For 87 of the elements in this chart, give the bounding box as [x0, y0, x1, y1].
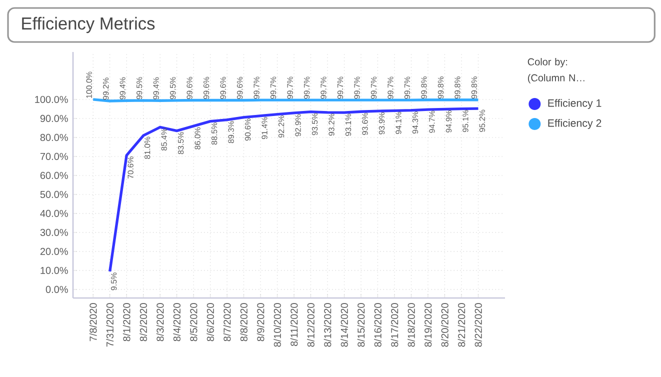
x-tick-label: 8/18/2020	[408, 303, 415, 347]
data-label: 88.5%	[211, 122, 218, 145]
data-label: 99.6%	[203, 76, 210, 99]
data-label: 99.8%	[471, 76, 478, 99]
x-tick-label: 8/20/2020	[441, 303, 448, 347]
x-tick-label: 8/6/2020	[206, 303, 214, 342]
data-label: 70.6%	[128, 156, 134, 179]
data-label: 99.7%	[354, 76, 360, 99]
data-label: 99.8%	[421, 76, 427, 99]
x-tick-label: 8/5/2020	[190, 303, 198, 342]
x-tick-label: 8/2/2020	[140, 303, 148, 342]
y-tick-label: 20.0%	[40, 248, 68, 255]
data-label: 95.1%	[462, 110, 468, 132]
data-label: 99.8%	[438, 76, 444, 99]
x-tick-label: 8/17/2020	[390, 303, 398, 347]
x-tick-label: 8/12/2020	[307, 303, 314, 347]
y-tick-label: 90.0%	[40, 114, 68, 122]
data-label: 99.4%	[120, 77, 126, 100]
x-tick-label: 8/13/2020	[324, 303, 332, 347]
x-tick-label: 8/4/2020	[173, 303, 180, 342]
x-tick-label: 8/22/2020	[474, 303, 482, 347]
data-label: 93.2%	[328, 114, 334, 136]
data-label: 86.0%	[194, 127, 200, 150]
x-tick-label: 8/7/2020	[223, 303, 231, 342]
legend-label: Efficiency 2	[548, 119, 602, 129]
data-label: 94.3%	[412, 112, 418, 134]
data-label: 99.7%	[304, 76, 310, 99]
data-label: 95.2%	[479, 110, 486, 132]
data-label: 89.3%	[228, 121, 234, 144]
x-tick-label: 8/11/2020	[290, 303, 298, 346]
x-tick-label: 8/9/2020	[256, 303, 264, 342]
data-label: 99.7%	[287, 76, 293, 99]
data-label: 92.9%	[295, 114, 301, 136]
x-tick-label: 8/3/2020	[156, 303, 164, 342]
data-label: 94.7%	[429, 110, 435, 133]
data-label: 99.2%	[103, 78, 109, 100]
data-label: 99.7%	[388, 76, 394, 99]
data-label: 99.7%	[337, 76, 344, 99]
data-label: 99.6%	[220, 76, 226, 99]
data-label: 93.9%	[378, 112, 385, 134]
x-tick-label: 8/19/2020	[424, 303, 432, 347]
y-tick-label: 50.0%	[40, 190, 68, 198]
data-label: 92.2%	[278, 116, 284, 138]
y-tick-label: 40.0%	[40, 210, 68, 217]
chart-title: Efficiency Metrics	[22, 16, 155, 34]
data-label: 91.4%	[262, 117, 268, 140]
data-label: 81.0%	[144, 136, 150, 159]
x-tick-label: 8/8/2020	[240, 303, 248, 342]
x-tick-label: 8/15/2020	[357, 303, 365, 347]
x-tick-label: 7/8/2020	[89, 303, 97, 342]
data-label: 99.7%	[404, 76, 410, 99]
data-label: 99.7%	[254, 76, 260, 99]
x-tick-label: 8/1/2020	[122, 303, 130, 342]
data-label: 99.7%	[270, 76, 276, 99]
data-label: 94.9%	[446, 110, 452, 132]
data-label: 99.5%	[136, 77, 142, 100]
y-tick-label: 10.0%	[40, 266, 68, 274]
data-label: 93.5%	[312, 113, 318, 136]
y-tick-label: 60.0%	[40, 172, 68, 180]
line-series	[108, 107, 480, 273]
data-label: 99.6%	[236, 76, 243, 99]
x-tick-label: 7/31/2020	[106, 303, 114, 347]
data-label: 99.6%	[186, 76, 192, 99]
x-tick-label: 8/21/2020	[458, 303, 466, 347]
legend-label: Efficiency 1	[548, 99, 602, 109]
data-label: 93.1%	[345, 114, 352, 136]
data-label: 9.5%	[111, 272, 117, 290]
data-label: 99.4%	[153, 77, 159, 100]
data-label: 85.4%	[161, 128, 167, 150]
data-label: 83.5%	[178, 132, 184, 154]
data-label: 99.5%	[170, 77, 176, 100]
x-tick-label: 8/10/2020	[274, 303, 281, 347]
y-tick-label: 70.0%	[40, 152, 68, 160]
y-tick-label: 0.0%	[46, 286, 68, 293]
data-label: 100.0%	[86, 72, 92, 98]
legend-title: Color by: (Column N…	[528, 58, 584, 84]
y-tick-label: 30.0%	[40, 228, 68, 236]
y-tick-label: 80.0%	[40, 134, 68, 142]
x-tick-label: 8/14/2020	[340, 303, 348, 347]
data-label: 99.7%	[320, 76, 326, 99]
y-tick-label: 100.0%	[35, 96, 68, 104]
data-label: 99.8%	[454, 76, 460, 99]
x-tick-label: 8/16/2020	[374, 303, 382, 347]
data-label: 93.6%	[362, 112, 368, 135]
data-label: 90.6%	[244, 118, 251, 141]
data-label: 99.7%	[370, 76, 377, 99]
data-label: 94.1%	[396, 112, 402, 134]
